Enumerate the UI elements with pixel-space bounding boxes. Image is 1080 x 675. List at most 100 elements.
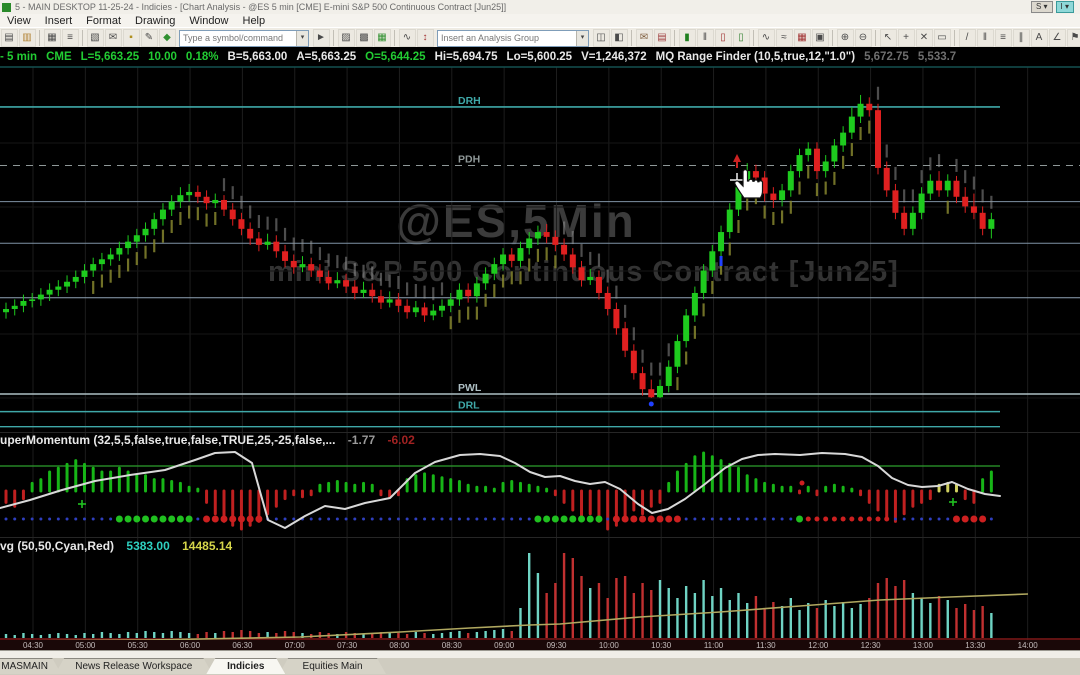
angle-icon[interactable]: ∠ — [1048, 29, 1066, 47]
status-segment: Hi=5,694.75 — [434, 50, 498, 63]
level-label-drh: DRH — [458, 95, 481, 107]
toolbar: ▤ ▥ ▦ ≡ ▧ ✉ ▪ ✎ ◆ Type a symbol/command ▾ ► ▨ ▩ ▦ ∿ ↕ Ins… — [0, 27, 1080, 49]
chart-area[interactable]: @ES,5Min mini S&P 500 Continuous Contrac… — [0, 66, 1080, 650]
eraser-icon[interactable]: ▭ — [933, 29, 951, 47]
status-segment: A=5,663.25 — [296, 50, 357, 63]
indicator-button[interactable]: I ▾ — [1055, 1, 1074, 13]
zoom-out-icon[interactable]: ⊖ — [854, 29, 872, 47]
chart-candle-icon[interactable]: ▮ — [678, 29, 696, 47]
bars-green-icon[interactable]: ▯ — [732, 29, 750, 47]
report-icon[interactable]: ▤ — [653, 29, 671, 47]
zoom-in-icon[interactable]: ⊕ — [836, 29, 854, 47]
time-axis-label: 09:30 — [546, 641, 567, 650]
pointer-icon[interactable]: ↖ — [879, 29, 897, 47]
time-axis-label: 14:00 — [1018, 641, 1039, 650]
status-segment: 5,672.75 — [864, 50, 909, 63]
time-axis-label: 07:00 — [285, 641, 306, 650]
toolbar-separator — [394, 30, 395, 46]
level-label-drl: DRL — [458, 400, 480, 412]
volume-name: vg (50,50,Cyan,Red) — [0, 539, 115, 553]
status-segment: V=1,246,372 — [581, 50, 647, 63]
text-tool-icon[interactable]: A — [1030, 29, 1048, 47]
level-label-pdh: PDH — [458, 154, 480, 166]
updown-icon[interactable]: ↕ — [416, 29, 434, 47]
workspace-tab-equities-main[interactable]: Equities Main — [279, 658, 386, 674]
chart-canvas[interactable]: DRH PDH PWL DRL 04:30 05:00 05:30 06:00 06:30 07:… — [0, 66, 1080, 650]
toolbar-separator — [875, 30, 876, 46]
new-page-icon[interactable]: ▤ — [0, 29, 18, 47]
menu-item-drawing[interactable]: Drawing — [135, 14, 176, 27]
menu-item-window[interactable]: Window — [189, 14, 229, 27]
time-axis-label: 13:00 — [913, 641, 934, 650]
hlines-icon[interactable]: ≡ — [994, 29, 1012, 47]
bars-red-icon[interactable]: ▯ — [714, 29, 732, 47]
style-dropdown-icon[interactable]: ▣ — [811, 29, 829, 47]
flag-icon[interactable]: ⚑ — [1066, 29, 1080, 47]
status-segment: 5,533.7 — [917, 50, 957, 63]
workspace-tab-news-release-workspace[interactable]: News Release Workspace — [55, 658, 212, 674]
momentum-indicator-label[interactable]: uperMomentum (32,5,5,false,true,false,TR… — [0, 433, 415, 447]
chevron-down-icon[interactable]: ▾ — [296, 30, 308, 46]
go-icon[interactable]: ► — [312, 29, 330, 47]
symbol-watermark: @ES,5Min — [396, 195, 636, 247]
save-icon[interactable]: ▦ — [43, 29, 61, 47]
symbol-command-input-placeholder: Type a symbol/command — [183, 33, 284, 43]
time-axis-label: 11:30 — [756, 641, 776, 650]
time-axis-label: 08:00 — [389, 641, 410, 650]
heatmap-icon[interactable]: ▦ — [793, 29, 811, 47]
momentum-name: uperMomentum (32,5,5,false,true,false,TR… — [0, 433, 336, 447]
strategy-button[interactable]: S ▾ — [1030, 1, 1053, 13]
chart-bars-icon[interactable]: ‖ — [696, 29, 714, 47]
window-tile-icon[interactable]: ◫ — [592, 29, 610, 47]
style-icon[interactable]: ✎ — [140, 29, 158, 47]
time-axis-label: 08:30 — [442, 641, 463, 650]
time-axis-label: 07:30 — [337, 641, 358, 650]
trendline-icon[interactable]: / — [958, 29, 976, 47]
columns-icon[interactable]: ▦ — [373, 29, 391, 47]
workspace-tab-indicies[interactable]: Indicies — [206, 658, 285, 674]
print-icon[interactable]: ≡ — [61, 29, 79, 47]
open-folder-icon[interactable]: ▥ — [18, 29, 36, 47]
volume-indicator-label[interactable]: vg (50,50,Cyan,Red) 5383.00 14485.14 — [0, 539, 232, 553]
toolbar-separator — [832, 30, 833, 46]
vlines-icon[interactable]: ‖ — [976, 29, 994, 47]
tools-icon[interactable]: ✕ — [915, 29, 933, 47]
status-segment: 0.18% — [185, 50, 219, 63]
window-title: 5 - MAIN DESKTOP 11-25-24 - Indicies - [… — [15, 2, 507, 12]
squiggle-icon[interactable]: ∿ — [398, 29, 416, 47]
status-segment: MQ Range Finder (10,5,true,12,"1.0") — [655, 50, 856, 63]
lock-icon[interactable]: ▪ — [122, 29, 140, 47]
crosshair-icon[interactable]: + — [897, 29, 915, 47]
mail-icon[interactable]: ✉ — [104, 29, 122, 47]
symbol-command-input[interactable]: Type a symbol/command ▾ — [179, 29, 309, 47]
menu-item-help[interactable]: Help — [242, 14, 266, 27]
channel-icon[interactable]: ∥ — [1012, 29, 1030, 47]
grid-icon[interactable]: ▨ — [337, 29, 355, 47]
toolbar-separator — [39, 30, 40, 46]
menu-item-view[interactable]: View — [7, 14, 31, 27]
status-segment: L=5,663.25 — [80, 50, 140, 63]
level-label-pwl: PWL — [458, 382, 482, 394]
palette-icon[interactable]: ◆ — [158, 29, 176, 47]
status-segment: B=5,663.00 — [227, 50, 288, 63]
menu-item-insert[interactable]: Insert — [44, 14, 73, 27]
title-bar: 5 - MAIN DESKTOP 11-25-24 - Indicies - [… — [0, 0, 1080, 15]
page-setup-icon[interactable]: ▧ — [86, 29, 104, 47]
time-axis-label: 04:30 — [23, 641, 44, 650]
zigzag-icon[interactable]: ∿ — [757, 29, 775, 47]
workspace-tab-masmain[interactable]: MASMAIN — [0, 658, 61, 674]
window-cascade-icon[interactable]: ◧ — [610, 29, 628, 47]
time-axis-label: 10:00 — [599, 641, 620, 650]
analysis-group-input[interactable]: Insert an Analysis Group ▾ — [437, 29, 589, 47]
zigzag2-icon[interactable]: ≈ — [775, 29, 793, 47]
workspace-scroll-band — [0, 650, 1080, 659]
menu-item-format[interactable]: Format — [86, 14, 122, 27]
window-buttons: S ▾ I ▾ — [1030, 1, 1080, 13]
chevron-down-icon[interactable]: ▾ — [576, 30, 588, 46]
time-axis-label: 12:00 — [808, 641, 829, 650]
grid2-icon[interactable]: ▩ — [355, 29, 373, 47]
toolbar-separator — [954, 30, 955, 46]
momentum-value-1: -1.77 — [347, 433, 376, 447]
mail-send-icon[interactable]: ✉ — [635, 29, 653, 47]
